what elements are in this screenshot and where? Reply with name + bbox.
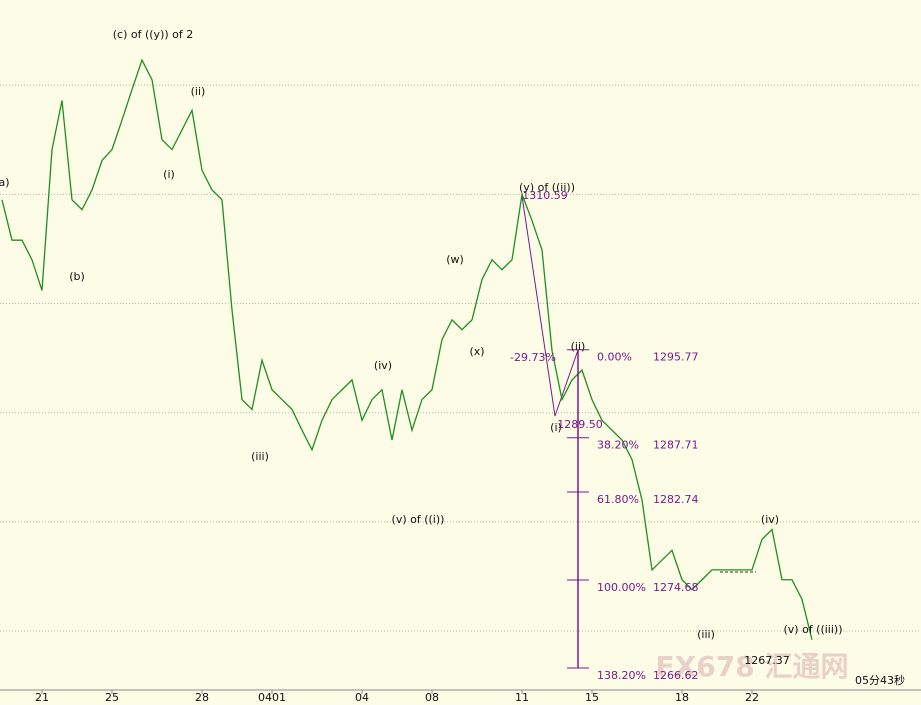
annotation: (c) of ((y)) of 2 [113,28,194,41]
annotation: -29.73% [510,351,556,364]
annotation: (iii) [697,628,715,641]
x-tick-label: 15 [585,691,599,704]
watermark: FX678 汇通网 [656,650,849,683]
x-tick-label: 25 [105,691,119,704]
x-tick-label: 11 [515,691,529,704]
fib-price: 1274.68 [653,581,699,594]
annotation: (iv) [761,513,779,526]
annotation: 1267.37 [744,654,790,667]
annotation: (iii) [251,450,269,463]
annotation: (x) [469,345,484,358]
fib-price: 1287.71 [653,439,699,452]
annotation: (iv) [374,359,392,372]
fib-percent: 138.20% [597,669,646,682]
x-tick-label: 18 [675,691,689,704]
fib-percent: 38.20% [597,439,639,452]
fib-percent: 61.80% [597,493,639,506]
x-tick-label: 04 [355,691,369,704]
x-tick-label: 28 [195,691,209,704]
annotation: 1289.50 [557,418,603,431]
annotation: (v) of ((iii)) [783,623,842,636]
fib-percent: 0.00% [597,351,632,364]
annotation: (ii) [191,85,206,98]
annotation: 1310.59 [522,189,568,202]
wave-line [521,195,579,417]
price-line [1,58,813,640]
annotation: a) [0,176,10,189]
fib-percent: 100.00% [597,581,646,594]
annotation: (ii) [571,340,586,353]
fib-price: 1266.62 [653,669,699,682]
x-tick-label: 22 [745,691,759,704]
x-tick-label: 21 [35,691,49,704]
annotation: (i) [550,421,562,434]
annotation: (v) of ((i)) [392,513,445,526]
x-tick-label: 0401 [258,691,286,704]
annotation: (y) of ((ii)) [519,181,575,194]
fib-price: 1282.74 [653,493,699,506]
x-tick-label: 08 [425,691,439,704]
annotation: (i) [163,168,175,181]
fib-price: 1295.77 [653,351,699,364]
annotation: (b) [69,270,85,283]
annotation: (w) [446,253,464,266]
annotation: 05分43秒 [855,673,905,687]
